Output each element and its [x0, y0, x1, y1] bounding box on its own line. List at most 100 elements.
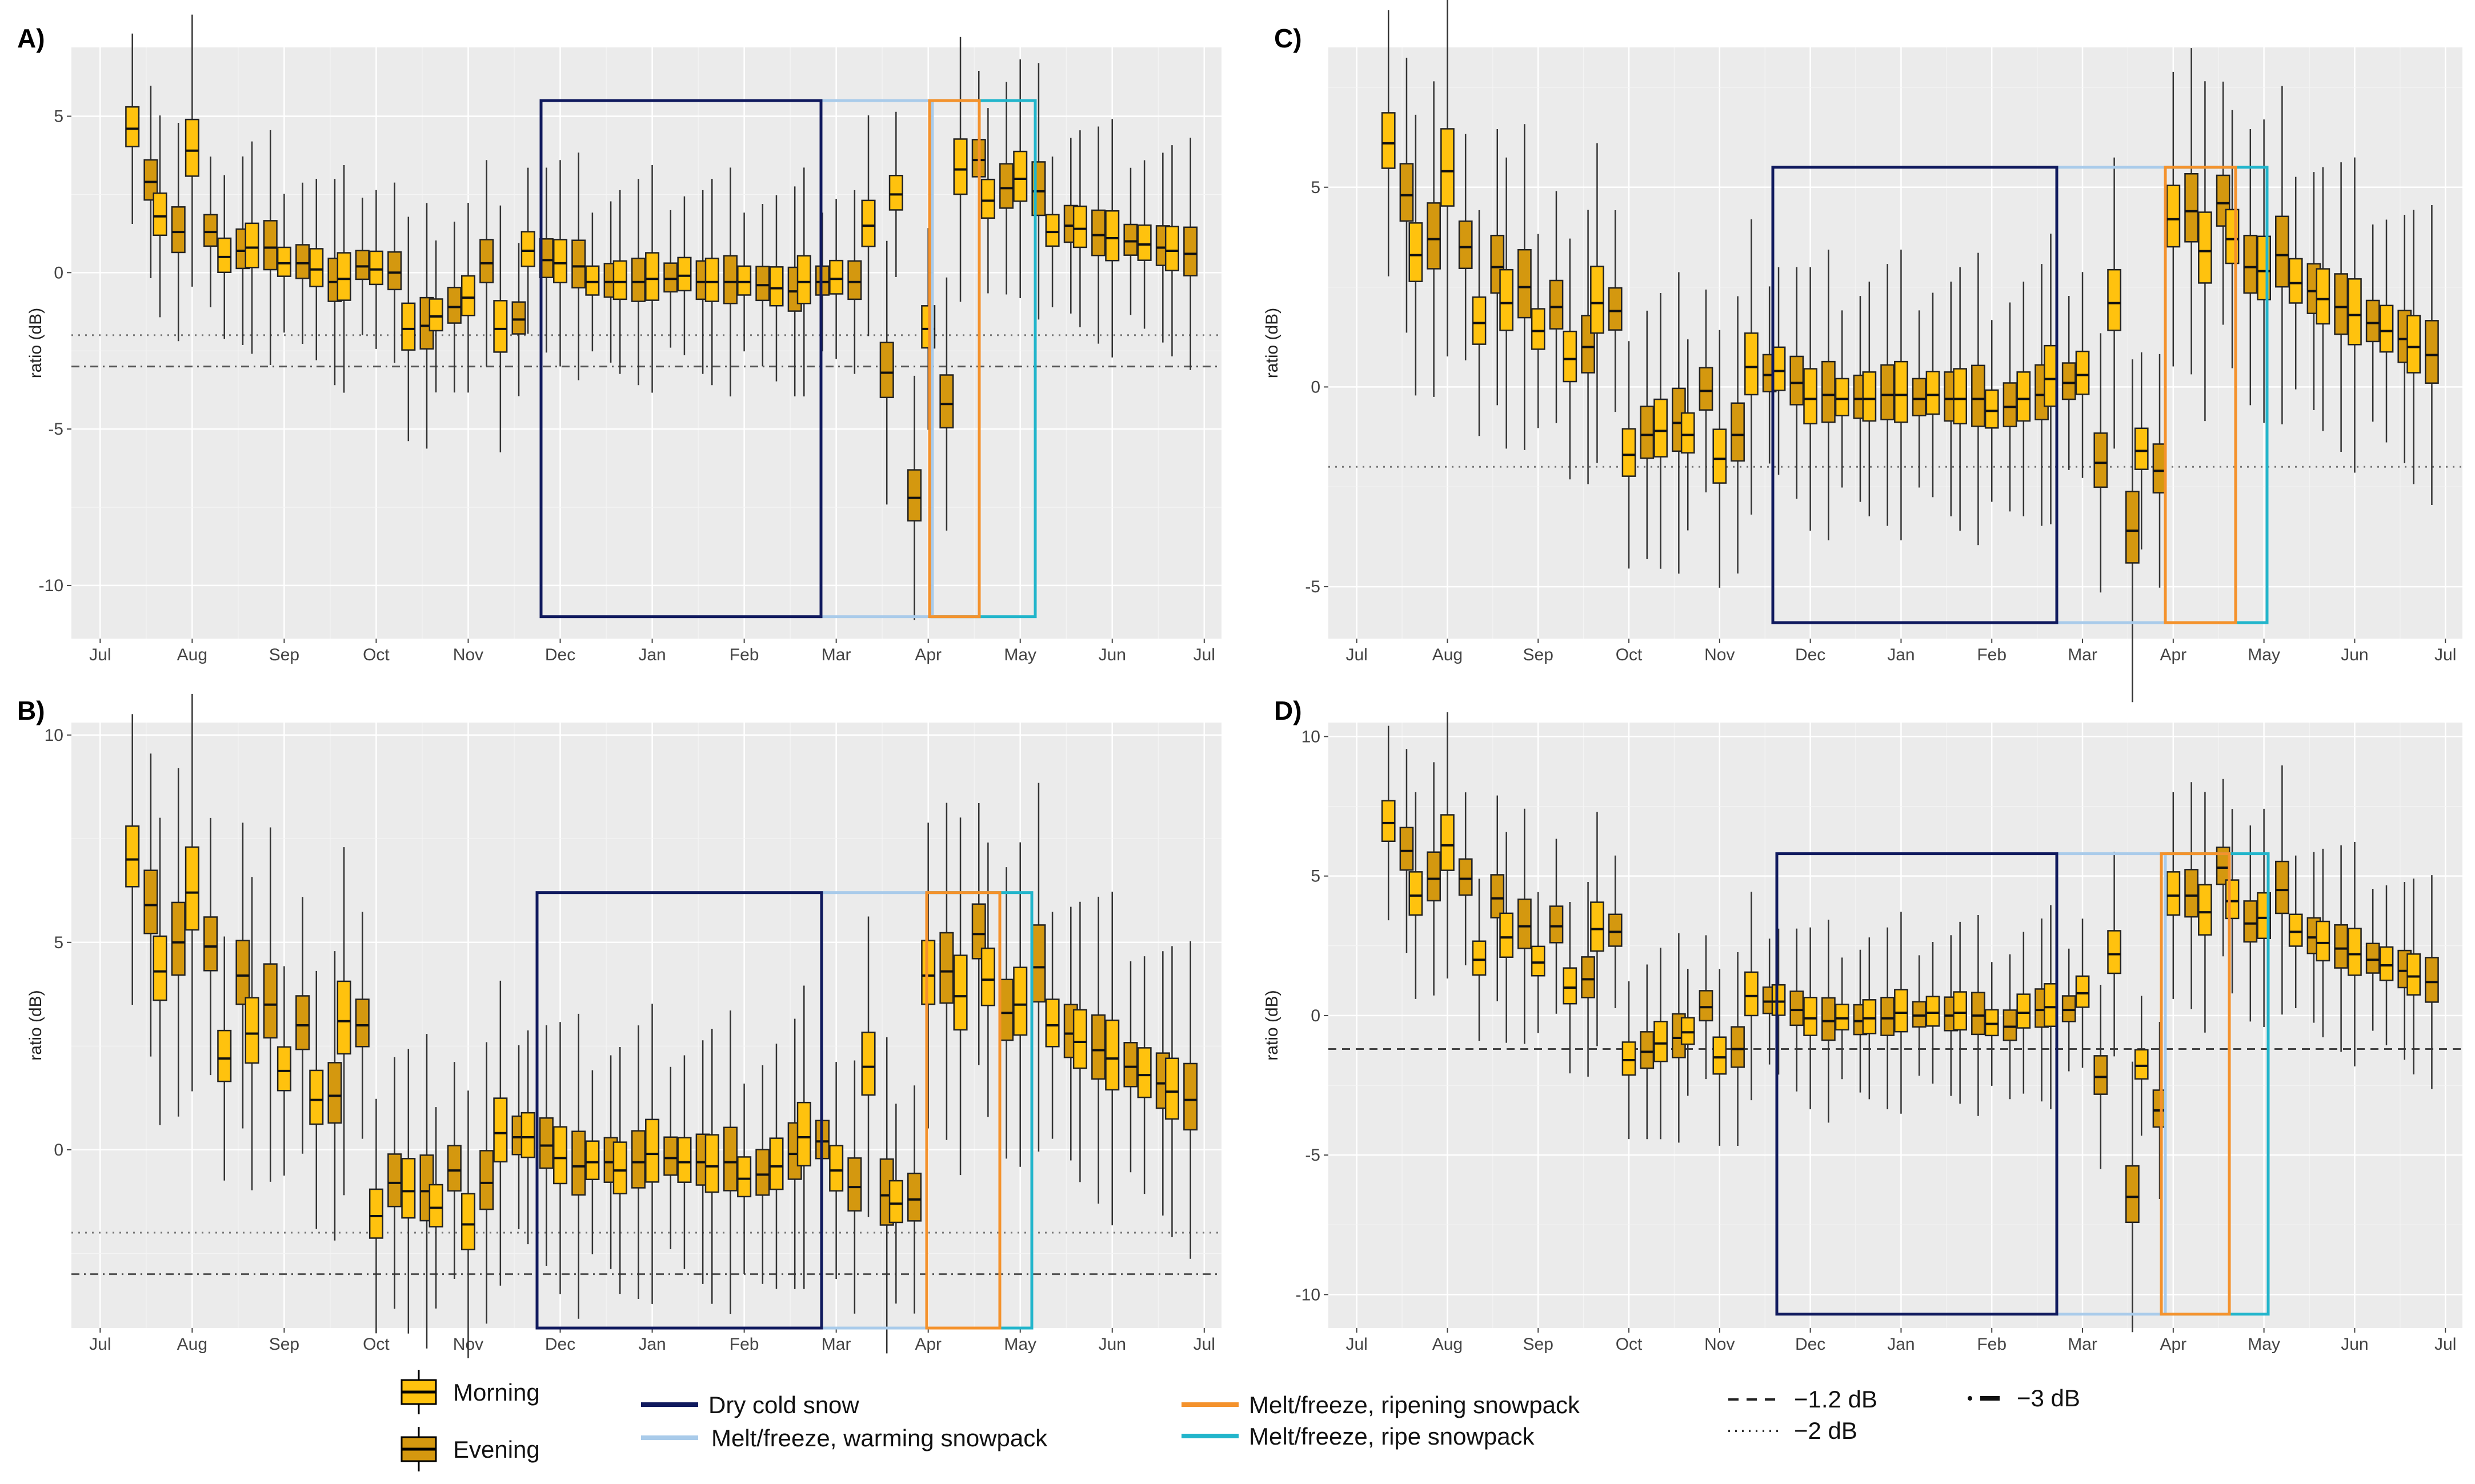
box-body — [185, 118, 199, 177]
box-body — [1925, 996, 1940, 1027]
box-body — [921, 940, 936, 1005]
x-tick-label: Mar — [2068, 1335, 2097, 1354]
box-body — [263, 963, 278, 1039]
box-body — [1803, 368, 1817, 424]
legend-ripening-label: Melt/freeze, ripening snowpack — [1249, 1391, 1580, 1418]
box-body — [2184, 173, 2198, 243]
box-evening — [2365, 888, 2380, 1031]
box-body — [723, 1126, 738, 1192]
box-body — [907, 469, 922, 522]
box-morning — [520, 1030, 535, 1245]
box-morning — [585, 1070, 600, 1254]
y-tick-label: 0 — [1311, 378, 1320, 396]
box-morning — [309, 970, 324, 1229]
box-body — [1563, 330, 1577, 383]
box-body — [1953, 368, 1968, 424]
period-dry-box — [535, 891, 823, 1330]
box-body — [217, 237, 232, 274]
box-body — [2379, 304, 2394, 353]
box-evening — [2365, 224, 2380, 422]
box-body — [1608, 913, 1623, 947]
box-body — [171, 206, 186, 254]
box-morning — [309, 179, 324, 360]
x-tick-label: Dec — [1795, 645, 1825, 664]
box-morning — [1137, 160, 1152, 329]
x-tick-label: Jul — [1194, 1335, 1215, 1354]
box-body — [980, 947, 995, 1006]
panel-label: B) — [17, 696, 45, 725]
box-body — [1013, 150, 1028, 202]
box-morning — [245, 141, 259, 354]
box-morning — [1499, 157, 1514, 449]
box-evening — [1490, 795, 1505, 1001]
box-morning — [612, 1047, 627, 1294]
box-morning — [1984, 962, 1999, 1086]
box-body — [2044, 983, 2058, 1027]
box-morning — [1013, 842, 1028, 1167]
box-morning — [153, 115, 167, 318]
box-morning — [1621, 341, 1636, 569]
panel-3: 5 0 -5 Jul Aug Sep Oct Nov Dec Jan Feb Mar Apr May Jun… — [1263, 0, 2462, 703]
box-evening — [755, 1065, 770, 1284]
box-evening — [2061, 296, 2076, 470]
box-evening — [295, 897, 310, 1154]
box-body — [401, 1158, 416, 1219]
box-body — [1563, 967, 1577, 1005]
box-body — [511, 301, 526, 335]
box-body — [520, 1112, 535, 1158]
box-morning — [677, 1055, 692, 1269]
box-morning — [369, 190, 383, 349]
box-body — [2406, 953, 2421, 996]
x-tick-label: Feb — [1977, 1335, 2007, 1354]
box-evening — [1789, 928, 1804, 1092]
legend-evening-key — [401, 1427, 437, 1471]
box-morning — [1164, 946, 1179, 1237]
box-body — [245, 222, 259, 268]
box-body — [1013, 966, 1028, 1036]
box-body — [355, 998, 370, 1048]
box-morning — [2166, 71, 2181, 367]
box-body — [612, 260, 627, 300]
box-body — [2061, 995, 2076, 1022]
box-evening — [1640, 964, 1655, 1140]
box-body — [369, 1188, 383, 1239]
box-body — [2425, 320, 2439, 384]
box-body — [1862, 371, 1877, 422]
box-body — [2125, 491, 2140, 564]
box-evening — [939, 277, 954, 531]
box-body — [2348, 278, 2362, 346]
box-morning — [2288, 177, 2303, 390]
box-body — [2184, 869, 2198, 918]
box-morning — [1590, 812, 1604, 1046]
box-body — [1731, 1026, 1745, 1068]
box-body — [755, 266, 770, 302]
box-morning — [704, 1029, 719, 1304]
box-body — [125, 106, 140, 147]
y-tick-label: 5 — [1311, 178, 1320, 197]
box-morning — [829, 199, 844, 359]
box-body — [2107, 930, 2121, 974]
box-morning — [460, 1090, 476, 1358]
box-morning — [1072, 130, 1087, 328]
box-body — [460, 275, 476, 316]
box-morning — [493, 980, 508, 1286]
x-tick-label: Jul — [2434, 645, 2456, 664]
box-body — [1472, 296, 1487, 345]
box-body — [1925, 371, 1940, 415]
period-ripening-box — [928, 99, 981, 619]
box-morning — [2134, 352, 2149, 550]
box-evening — [2275, 765, 2289, 1015]
y-tick-label: 10 — [45, 726, 63, 745]
box-body — [1499, 268, 1514, 331]
box-evening — [1091, 896, 1106, 1204]
box-body — [401, 302, 416, 351]
box-evening — [1699, 289, 1713, 492]
box-body — [677, 1137, 692, 1183]
period-ripening-box — [2164, 166, 2237, 624]
box-morning — [401, 216, 416, 442]
box-body — [1771, 984, 1786, 1016]
box-body — [217, 1029, 232, 1082]
box-body — [1472, 940, 1487, 976]
box-body — [1912, 1001, 1927, 1028]
box-morning — [1862, 937, 1877, 1100]
